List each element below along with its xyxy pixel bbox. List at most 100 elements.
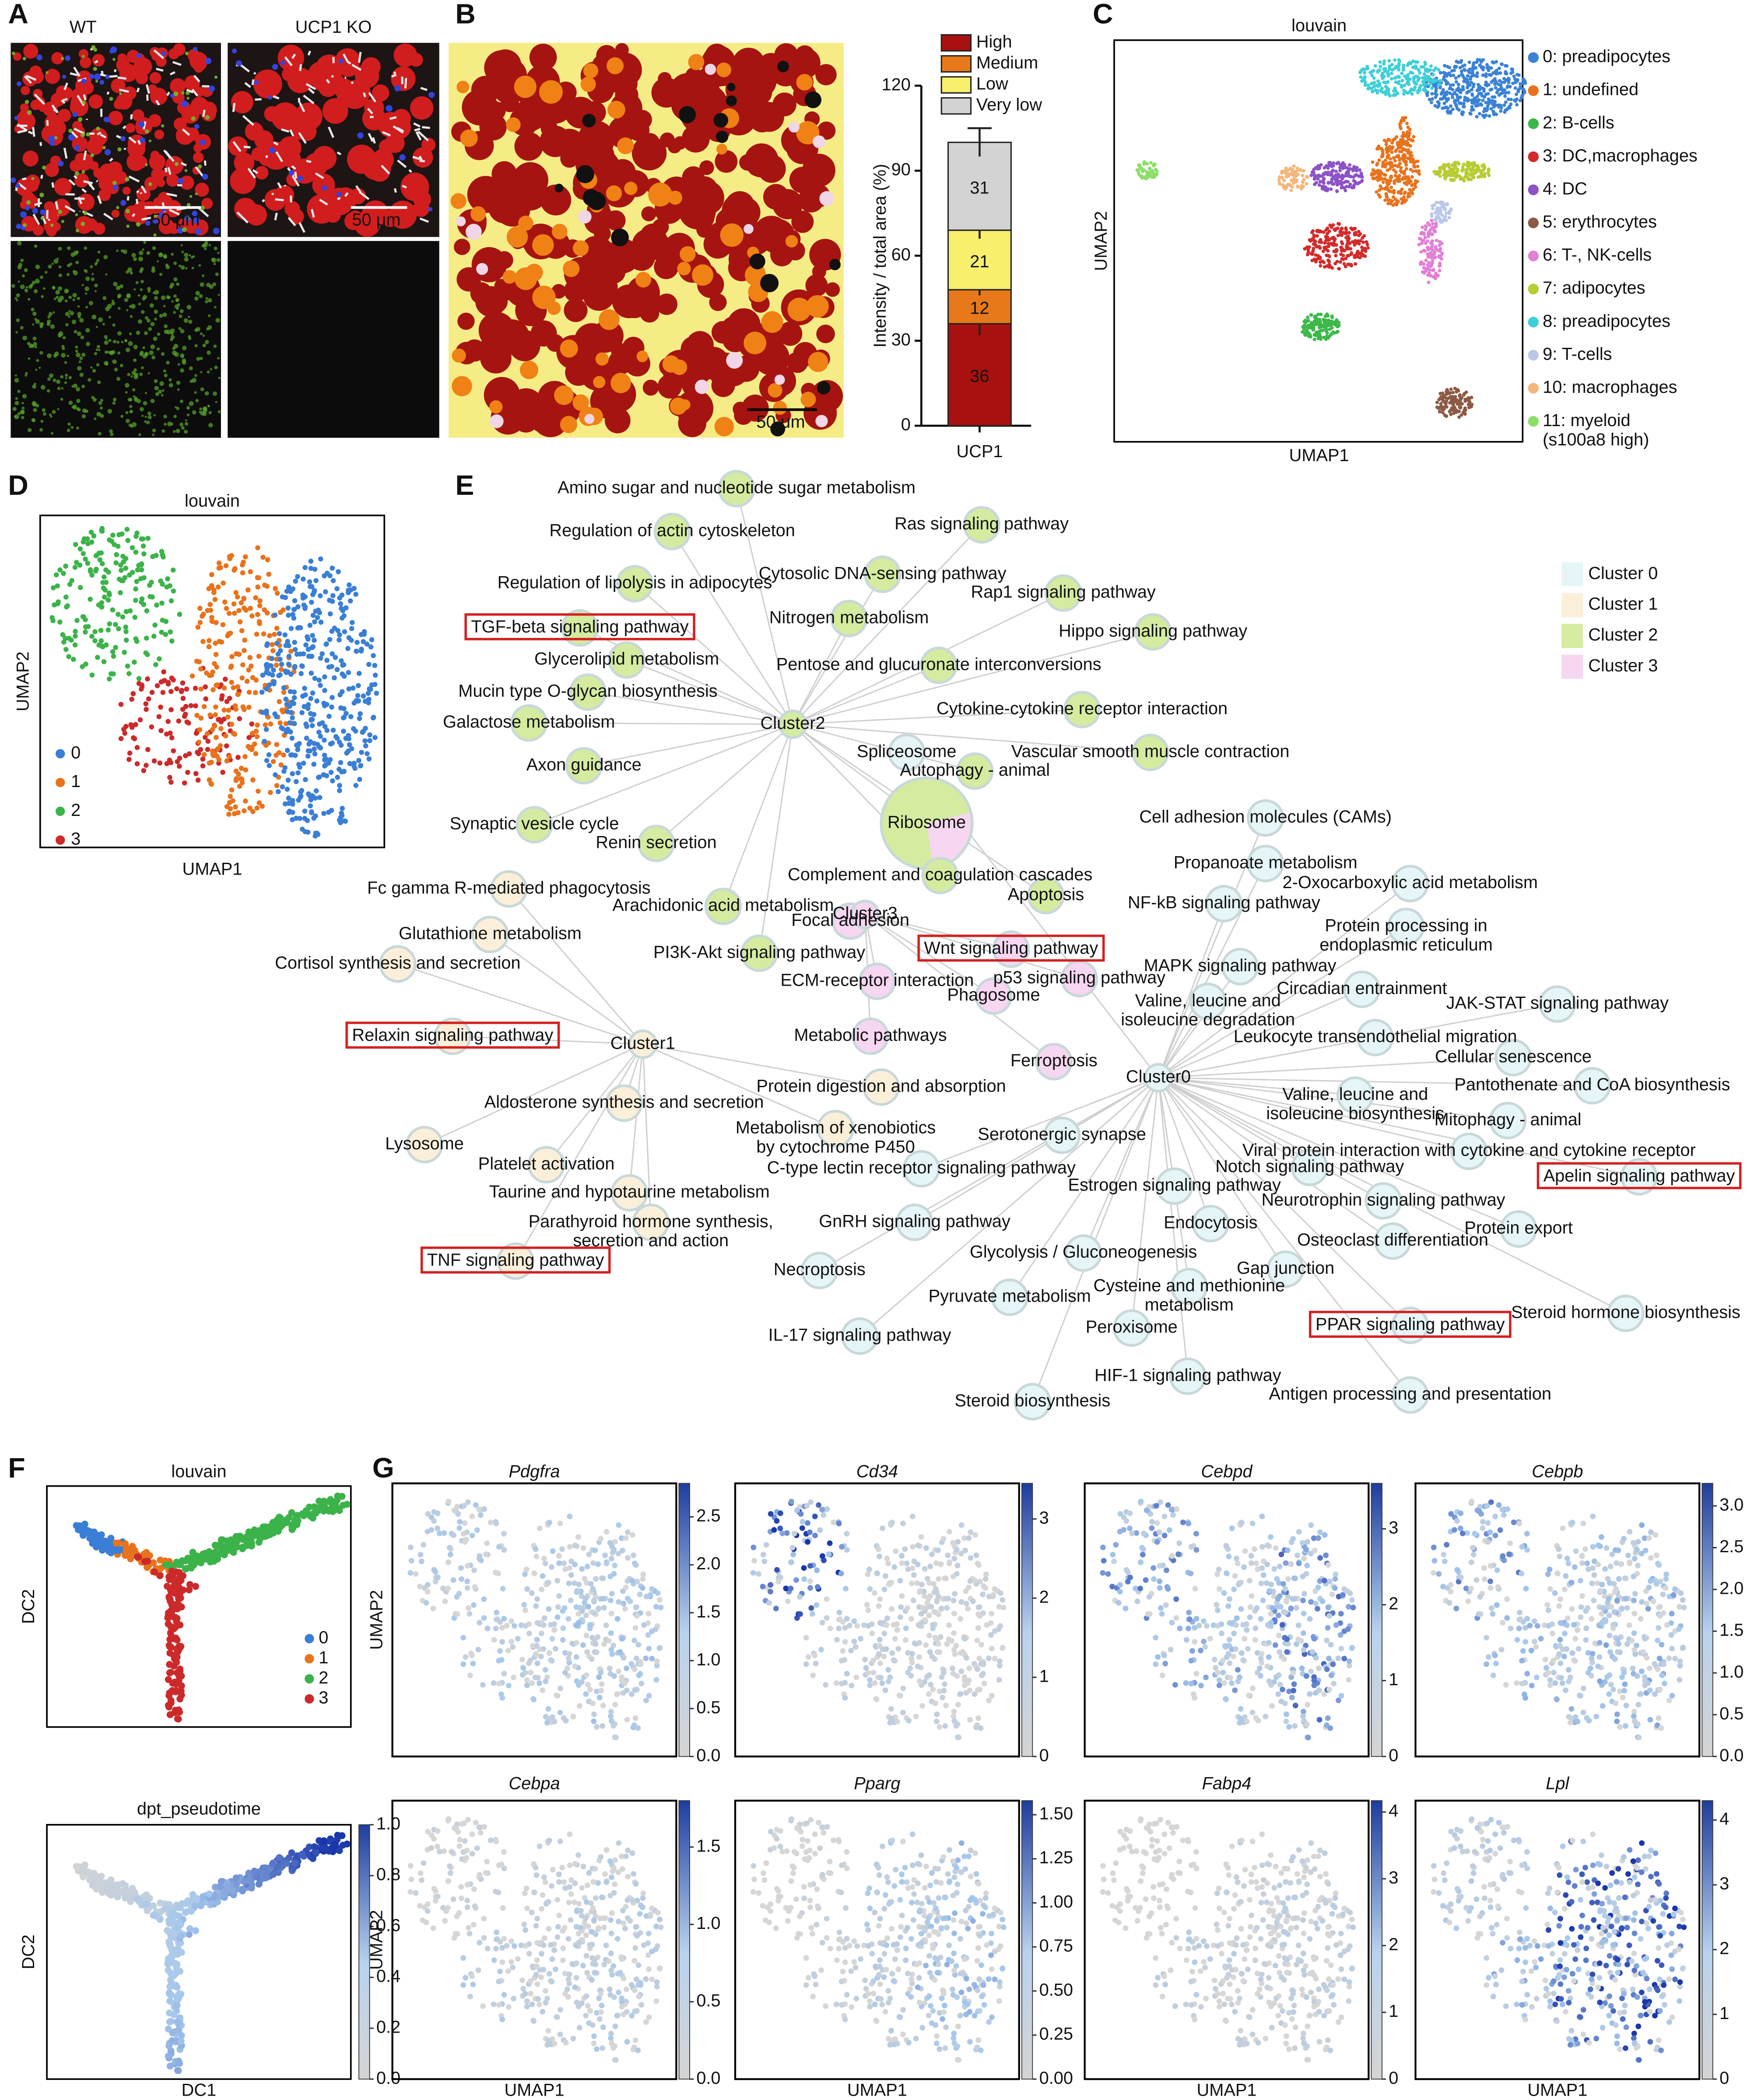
image-texture	[106, 91, 110, 95]
image-texture	[35, 264, 40, 270]
image-texture	[126, 294, 131, 298]
image-texture	[140, 192, 143, 194]
cell-point	[297, 816, 302, 821]
cell-point	[1140, 170, 1144, 174]
cell-point	[369, 637, 375, 642]
image-texture	[149, 303, 154, 308]
image-texture	[133, 395, 136, 398]
cell-point	[239, 766, 244, 771]
image-texture	[17, 389, 21, 393]
image-texture	[173, 91, 179, 96]
cell-point	[316, 677, 322, 683]
image-texture	[84, 270, 88, 273]
cell-point	[144, 635, 149, 641]
cell-point	[311, 712, 317, 717]
image-texture	[480, 342, 512, 374]
cell-point	[139, 562, 144, 567]
image-texture	[319, 199, 328, 206]
image-texture	[607, 57, 624, 74]
cell-point	[1442, 216, 1446, 220]
cell-point	[1291, 168, 1294, 172]
cell-point	[57, 620, 63, 625]
image-texture	[171, 252, 174, 256]
image-texture	[56, 296, 59, 299]
cell-point	[1424, 269, 1428, 273]
plot-title: louvain	[1291, 16, 1347, 35]
cell-point	[308, 696, 313, 701]
node-label: Cellular senescence	[1435, 1047, 1592, 1066]
image-texture	[147, 372, 150, 374]
scale-bar-label: 50 μm	[352, 210, 400, 229]
image-texture	[139, 352, 144, 357]
cell-point	[1403, 133, 1407, 137]
cell-point	[1360, 178, 1364, 182]
cell-point	[215, 584, 221, 590]
image-texture	[147, 290, 151, 293]
cell-point	[1315, 234, 1319, 238]
cell-point	[301, 760, 306, 766]
image-texture	[144, 331, 148, 336]
cell-point	[1400, 143, 1404, 147]
image-texture	[130, 375, 133, 378]
cell-point	[220, 622, 226, 627]
cell-point	[113, 622, 118, 627]
image-texture	[116, 249, 119, 252]
image-texture	[580, 77, 596, 92]
image-texture	[394, 85, 401, 91]
cell-point	[322, 757, 327, 763]
cell-point	[116, 626, 121, 632]
image-texture	[688, 54, 705, 70]
cell-point	[1400, 177, 1404, 181]
cell-point	[1317, 173, 1321, 177]
cell-point	[1399, 84, 1403, 88]
image-texture	[26, 74, 37, 81]
image-texture	[137, 294, 140, 297]
cell-point	[170, 567, 176, 573]
image-texture	[562, 260, 580, 277]
image-texture	[232, 141, 242, 152]
cell-point	[324, 728, 330, 733]
cell-point	[338, 705, 344, 710]
cell-point	[1429, 241, 1433, 245]
cell-point	[66, 654, 71, 659]
cell-point	[1383, 177, 1387, 181]
cell-point	[336, 766, 342, 772]
cell-point	[1324, 236, 1328, 240]
image-texture	[280, 60, 285, 65]
cell-point	[266, 571, 272, 577]
cell-point	[316, 744, 322, 749]
image-texture	[110, 46, 117, 53]
image-texture	[170, 78, 186, 94]
image-texture	[17, 81, 22, 87]
image-texture	[502, 270, 516, 284]
image-texture	[207, 325, 212, 330]
cell-point	[226, 611, 232, 616]
image-texture	[70, 252, 75, 257]
image-texture	[112, 323, 116, 327]
image-texture	[787, 352, 808, 373]
node-label: Gap junction	[1237, 1258, 1334, 1278]
cell-point	[1388, 167, 1392, 171]
cell-point	[288, 589, 293, 594]
cell-point	[1435, 238, 1438, 242]
cell-point	[329, 629, 335, 634]
cell-point	[1442, 70, 1445, 74]
cell-point	[1410, 175, 1414, 179]
image-texture	[800, 392, 816, 407]
cell-point	[1329, 187, 1333, 191]
image-texture	[22, 56, 26, 61]
image-texture	[91, 315, 97, 319]
cell-point	[201, 704, 207, 709]
image-texture	[90, 366, 93, 369]
image-texture	[554, 183, 564, 192]
cell-point	[1351, 168, 1355, 172]
cell-point	[236, 771, 241, 777]
image-texture	[32, 384, 36, 389]
cell-point	[224, 743, 229, 749]
image-texture	[144, 420, 147, 423]
cell-point	[111, 671, 116, 677]
image-texture	[21, 274, 25, 278]
cell-point	[285, 605, 291, 611]
cell-point	[267, 682, 272, 688]
cell-point	[1476, 58, 1480, 62]
